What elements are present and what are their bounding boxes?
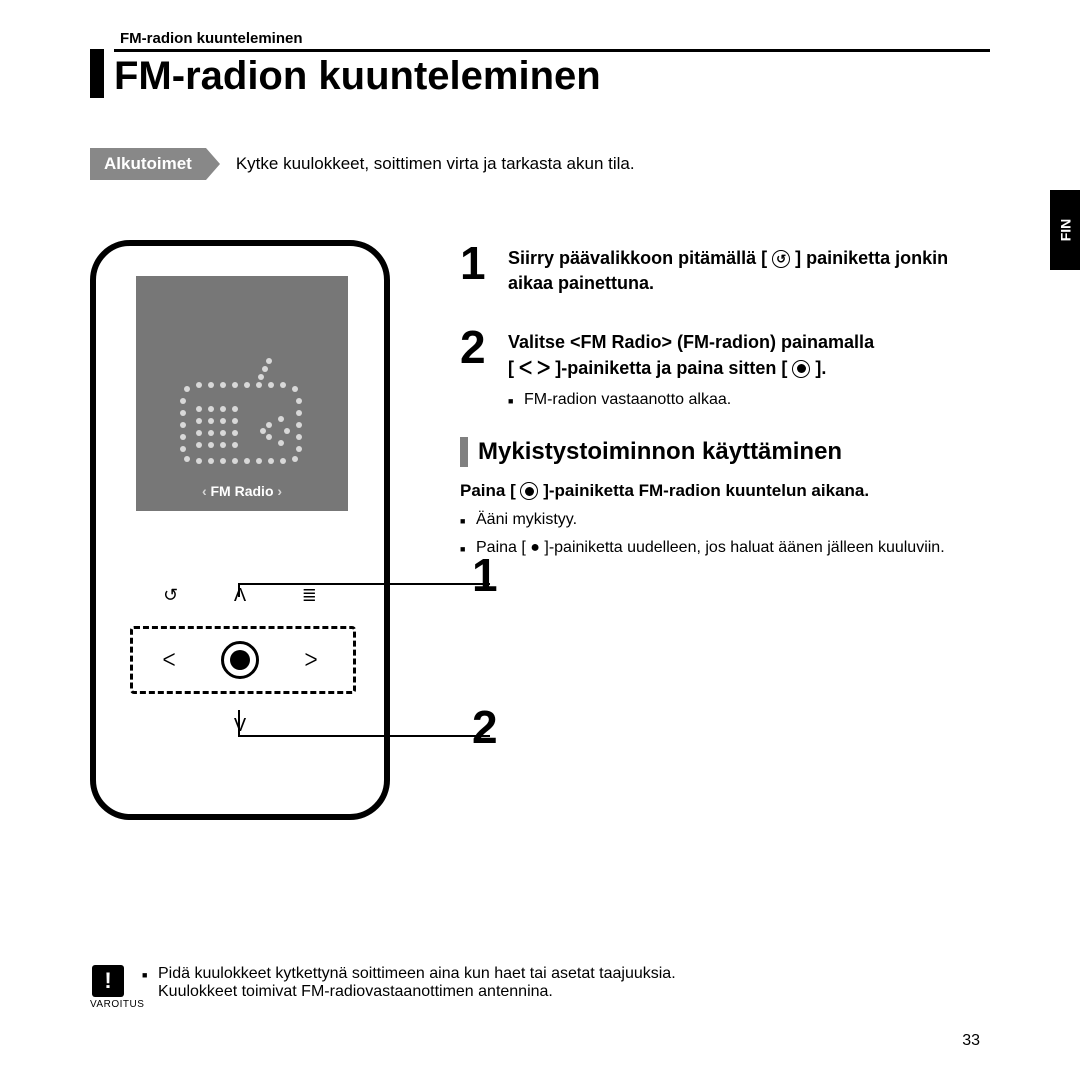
left-icon: ᐸ [519,358,532,378]
mute-heading: Mykistystoiminnon käyttäminen [478,438,842,466]
center-button-icon [221,641,259,679]
right-icon: ᐳ [297,646,325,674]
subheading-bar [460,437,468,467]
warning-line-2: Kuulokkeet toimivat FM-radiovastaanottim… [142,983,676,1001]
menu-icon: ≣ [295,581,323,609]
alkutoimet-text: Kytke kuulokkeet, soittimen virta ja tar… [236,154,635,174]
left-icon: ᐸ [155,646,183,674]
step-2-bullet: FM-radion vastaanotto alkaa. [508,391,990,409]
leader-line [238,583,240,597]
callout-number-2: 2 [472,700,498,754]
leader-line [238,710,240,737]
warning-line-1: Pidä kuulokkeet kytkettynä soittimeen ai… [142,965,676,983]
mute-bullet-2: Paina [ ● ]-painiketta uudelleen, jos ha… [460,539,990,557]
step-2-line2: [ ᐸ ᐳ ]-painiketta ja paina sitten [ ]. [508,356,990,381]
back-icon: ↺ [157,581,185,609]
mute-bullet-1: Ääni mykistyy. [460,511,990,529]
device-illustration: FM Radio ↺ ᐱ ≣ ᐸ ᐳ ᐯ [90,240,390,820]
alkutoimet-label: Alkutoimet [90,148,206,180]
warning-label: VAROITUS [90,999,126,1010]
leader-line [240,735,490,737]
back-icon: ↺ [772,250,790,268]
step-2-line1: Valitse <FM Radio> (FM-radion) painamall… [508,330,990,355]
title-accent-bar [90,49,104,98]
leader-line [240,583,490,585]
page-title: FM-radion kuunteleminen [114,54,990,98]
step-1-text: Siirry päävalikkoon pitämällä [ ↺ ] pain… [508,248,948,293]
select-icon [520,482,538,500]
device-screen: FM Radio [136,276,348,511]
step-number: 2 [460,324,508,408]
select-icon [792,360,810,378]
mute-instruction: Paina [ ]-painiketta FM-radion kuuntelun… [460,481,990,501]
step-number: 1 [460,240,508,296]
breadcrumb: FM-radion kuunteleminen [120,30,990,47]
language-tab: FIN [1050,190,1080,270]
screen-fm-label: FM Radio [202,483,282,499]
right-icon: ᐳ [537,358,550,378]
page-number: 33 [962,1032,980,1050]
warning-icon: ! [92,965,124,997]
radio-icon [177,355,307,465]
